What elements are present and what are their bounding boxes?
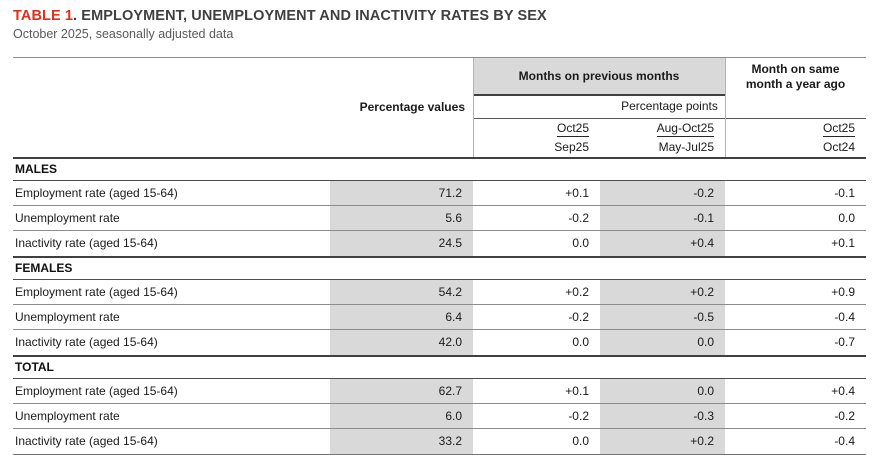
row-label: Inactivity rate (aged 15-64) — [15, 335, 158, 349]
table-number-label: TABLE 1 — [13, 8, 74, 24]
value-cell: +0.4 — [831, 384, 855, 398]
title-block: TABLE 1. EMPLOYMENT, UNEMPLOYMENT AND IN… — [0, 0, 886, 41]
percentage-values-header: Percentage values — [359, 100, 465, 114]
row-label: Employment rate (aged 15-64) — [15, 384, 178, 398]
value-cell: +0.9 — [831, 285, 855, 299]
column-group-months-on-previous-months: Months on previous months — [473, 58, 725, 96]
value-cell: -0.2 — [568, 409, 589, 423]
period-col-1-numerator: Oct25 — [556, 121, 589, 137]
value-cell: 0.0 — [600, 379, 725, 403]
value-cell: -0.2 — [600, 181, 725, 205]
header-row-period-numerators: Oct25 Aug-Oct25 Oct25 — [13, 119, 866, 138]
period-col-1-denominator: Sep25 — [554, 140, 589, 154]
section-header-total: TOTAL — [13, 355, 866, 379]
table-row: Unemployment rate 6.4 -0.2 -0.5 -0.4 — [13, 305, 866, 330]
header-row-groups: Months on previous months Month on same … — [13, 58, 866, 96]
value-cell: 6.4 — [330, 305, 473, 329]
value-cell: 5.6 — [330, 206, 473, 230]
value-cell: -0.2 — [568, 310, 589, 324]
table-row: Inactivity rate (aged 15-64) 33.2 0.0 +0… — [13, 429, 866, 454]
value-cell: 6.0 — [330, 404, 473, 428]
table-row: Unemployment rate 6.0 -0.2 -0.3 -0.2 — [13, 404, 866, 429]
header-row-units: Percentage values Percentage points — [13, 96, 866, 119]
value-cell: 0.0 — [572, 335, 589, 349]
value-cell: 33.2 — [330, 429, 473, 454]
column-group-month-on-same-month-a-year-ago: Month on same month a year ago — [745, 62, 846, 91]
value-cell: +0.1 — [565, 186, 589, 200]
value-cell: +0.1 — [565, 384, 589, 398]
value-cell: -0.1 — [834, 186, 855, 200]
table-row: Inactivity rate (aged 15-64) 24.5 0.0 +0… — [13, 231, 866, 256]
table-title-text: . EMPLOYMENT, UNEMPLOYMENT AND INACTIVIT… — [73, 8, 547, 24]
value-cell: -0.4 — [834, 434, 855, 448]
value-cell: 0.0 — [572, 236, 589, 250]
table-row: Unemployment rate 5.6 -0.2 -0.1 0.0 — [13, 206, 866, 231]
value-cell: 24.5 — [330, 231, 473, 256]
value-cell: +0.2 — [565, 285, 589, 299]
row-label: Inactivity rate (aged 15-64) — [15, 236, 158, 250]
value-cell: +0.2 — [600, 280, 725, 304]
header-spacer — [330, 119, 473, 138]
header-spacer — [13, 119, 330, 138]
header-divider-line — [473, 58, 474, 157]
row-label: Inactivity rate (aged 15-64) — [15, 434, 158, 448]
section-header-males: MALES — [13, 157, 866, 181]
value-cell: -0.2 — [834, 409, 855, 423]
value-cell: -0.4 — [834, 310, 855, 324]
header-row-period-denominators: Sep25 May-Jul25 Oct24 — [13, 138, 866, 157]
row-label: Unemployment rate — [15, 409, 120, 423]
employment-rates-table: Months on previous months Month on same … — [13, 57, 866, 455]
value-cell: 54.2 — [330, 280, 473, 304]
header-spacer — [13, 58, 473, 96]
value-cell: 62.7 — [330, 379, 473, 403]
period-col-3-numerator: Oct25 — [822, 121, 855, 137]
table-row: Employment rate (aged 15-64) 62.7 +0.1 0… — [13, 379, 866, 404]
page-subtitle: October 2025, seasonally adjusted data — [13, 27, 234, 41]
value-cell: -0.1 — [600, 206, 725, 230]
value-cell: 71.2 — [330, 181, 473, 205]
table-row: Employment rate (aged 15-64) 71.2 +0.1 -… — [13, 181, 866, 206]
value-cell: 0.0 — [572, 434, 589, 448]
page-title: TABLE 1. EMPLOYMENT, UNEMPLOYMENT AND IN… — [13, 8, 866, 24]
table-header: Months on previous months Month on same … — [13, 58, 866, 157]
value-cell: +0.4 — [600, 231, 725, 256]
value-cell: -0.5 — [600, 305, 725, 329]
table-row: Employment rate (aged 15-64) 54.2 +0.2 +… — [13, 280, 866, 305]
row-label: Unemployment rate — [15, 310, 120, 324]
value-cell: 42.0 — [330, 330, 473, 355]
header-spacer — [330, 138, 473, 157]
section-header-females: FEMALES — [13, 256, 866, 280]
value-cell: 0.0 — [600, 330, 725, 355]
header-spacer — [13, 138, 330, 157]
row-label: Unemployment rate — [15, 211, 120, 225]
period-col-2-denominator: May-Jul25 — [658, 140, 714, 154]
row-label: Employment rate (aged 15-64) — [15, 285, 178, 299]
value-cell: -0.3 — [600, 404, 725, 428]
value-cell: -0.7 — [834, 335, 855, 349]
percentage-points-header: Percentage points — [473, 96, 866, 119]
table-row: Inactivity rate (aged 15-64) 42.0 0.0 0.… — [13, 330, 866, 355]
value-cell: -0.2 — [568, 211, 589, 225]
value-cell: 0.0 — [838, 211, 855, 225]
table-body: MALES Employment rate (aged 15-64) 71.2 … — [13, 157, 866, 455]
period-col-2-numerator: Aug-Oct25 — [656, 121, 714, 137]
row-label: Employment rate (aged 15-64) — [15, 186, 178, 200]
value-cell: +0.1 — [831, 236, 855, 250]
header-divider-line — [725, 58, 726, 157]
period-col-3-denominator: Oct24 — [822, 140, 855, 154]
value-cell: +0.2 — [600, 429, 725, 454]
